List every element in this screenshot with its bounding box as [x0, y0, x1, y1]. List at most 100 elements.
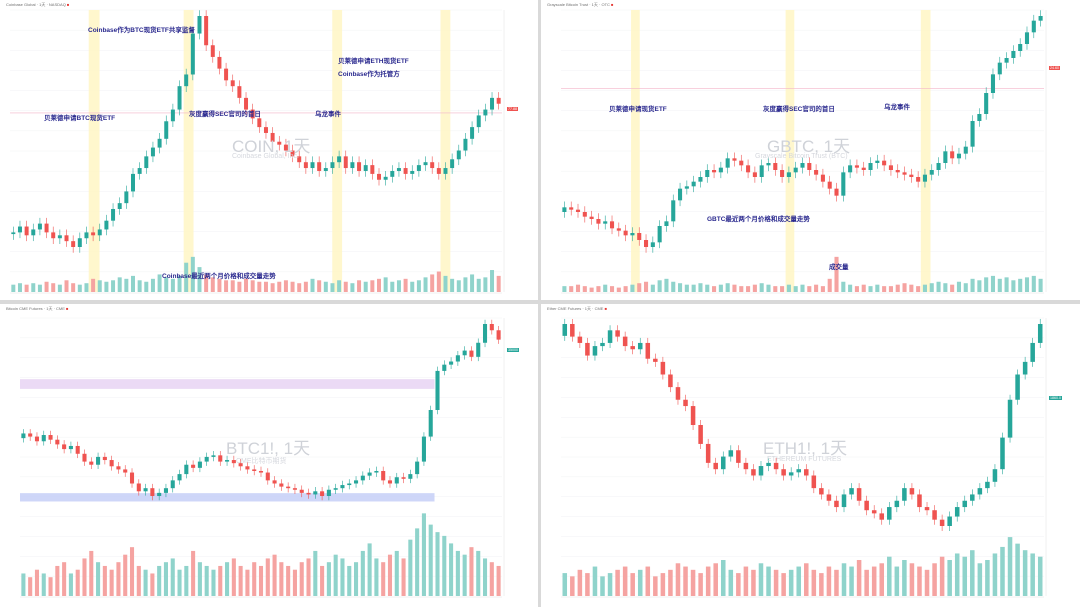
candle [340, 485, 345, 489]
candle [191, 464, 196, 468]
candle [909, 488, 915, 495]
volume-bar [766, 284, 771, 292]
chart-panel-coin[interactable]: Coinbase Global · 1天 · NASDAQ ■ COIN, 1天… [0, 0, 538, 300]
candle [143, 488, 148, 492]
volume-bar [950, 284, 955, 292]
candle [24, 226, 29, 236]
volume-bar [245, 569, 250, 596]
volume-bar [279, 562, 284, 596]
candle [569, 207, 574, 210]
volume-bar [622, 566, 628, 596]
volume-bar [423, 277, 428, 292]
volume-bar [773, 286, 778, 292]
candlestick-chart-gbtc[interactable] [541, 0, 1080, 300]
volume-bar [75, 569, 80, 596]
volume-bar [909, 284, 914, 292]
volume-bar [668, 569, 673, 596]
candle [333, 488, 338, 490]
candle [238, 463, 243, 467]
volume-bar [396, 280, 401, 292]
candle [237, 86, 242, 98]
volume-bar [879, 563, 885, 596]
volume-bar [922, 284, 927, 292]
candle [1007, 399, 1013, 438]
candle [849, 488, 854, 495]
annotation-coinbase-custody: Coinbase作为托管方 [338, 71, 400, 78]
volume-bar [678, 283, 683, 292]
candle [383, 176, 388, 180]
candle [17, 226, 22, 233]
candle [758, 466, 764, 476]
candle [64, 235, 69, 242]
candle [796, 469, 801, 473]
candle [299, 489, 304, 493]
candle [360, 475, 365, 481]
volume-bar [804, 563, 809, 596]
candlestick-chart-btc1[interactable] [0, 304, 538, 607]
volume-bar [124, 278, 129, 292]
candle [924, 507, 930, 511]
volume-bar [827, 278, 832, 292]
volume-bar [956, 281, 962, 292]
candle [496, 97, 501, 104]
event-band [631, 10, 640, 292]
volume-bar [630, 573, 635, 596]
volume-bar [390, 281, 395, 292]
volume-bar [387, 554, 393, 596]
volume-bar [197, 562, 202, 596]
volume-bar [136, 565, 141, 596]
candle [184, 74, 189, 87]
chart-panel-btc1[interactable]: Bitcoin CME Futures · 1天 · CME ■ BTC1!, … [0, 304, 538, 607]
candle [630, 346, 635, 350]
volume-bar [1037, 556, 1043, 596]
volume-bar [383, 277, 388, 292]
chart-panel-eth1[interactable]: Ether CME Futures · 1天 · CME ■ ETH1!, 1天… [541, 304, 1080, 607]
candle [131, 173, 135, 192]
candle [759, 165, 764, 177]
event-band [88, 10, 100, 292]
candle [297, 156, 302, 163]
volume-bar [250, 280, 255, 292]
volume-bar [691, 284, 696, 292]
volume-bar [751, 569, 756, 596]
candle [585, 342, 590, 356]
volume-bar [403, 278, 408, 292]
volume-bar [773, 569, 779, 596]
candle [37, 223, 42, 230]
candle [31, 229, 36, 236]
event-band [920, 10, 931, 292]
candle [992, 469, 998, 482]
volume-bar [489, 562, 494, 596]
chart-panel-gbtc[interactable]: Grayscale Bitcoin Trust · 1天 · OTC ■ GBT… [541, 0, 1080, 300]
volume-bar [421, 513, 426, 596]
volume-bar [705, 284, 710, 292]
volume-bar [21, 573, 26, 596]
candle [263, 127, 268, 133]
volume-bar [786, 284, 791, 292]
watermark-sub-eth1: ETHEREUM FUTURES [767, 456, 842, 463]
candle [91, 232, 96, 236]
candlestick-chart-eth1[interactable] [541, 304, 1080, 607]
candle [804, 469, 809, 476]
candle [616, 228, 621, 231]
candle [62, 444, 67, 450]
volume-bar [645, 566, 651, 596]
volume-bar [725, 283, 730, 292]
candle [96, 456, 101, 465]
candle [922, 174, 927, 182]
candle [11, 232, 16, 235]
candlestick-chart-coin[interactable] [0, 0, 538, 300]
volume-bar [303, 281, 308, 292]
volume-bar [653, 576, 658, 596]
volume-bar [1000, 546, 1005, 596]
annotation-oolong: 乌龙事件 [315, 111, 341, 118]
candle [970, 494, 975, 501]
volume-bar [589, 287, 594, 292]
volume-bar [57, 284, 62, 292]
candle [367, 472, 372, 476]
candle [225, 460, 230, 462]
candle [725, 158, 730, 168]
volume-bar [89, 550, 94, 596]
chart-header-coin: Coinbase Global · 1天 · NASDAQ ■ [6, 2, 70, 7]
volume-bar [306, 558, 311, 596]
